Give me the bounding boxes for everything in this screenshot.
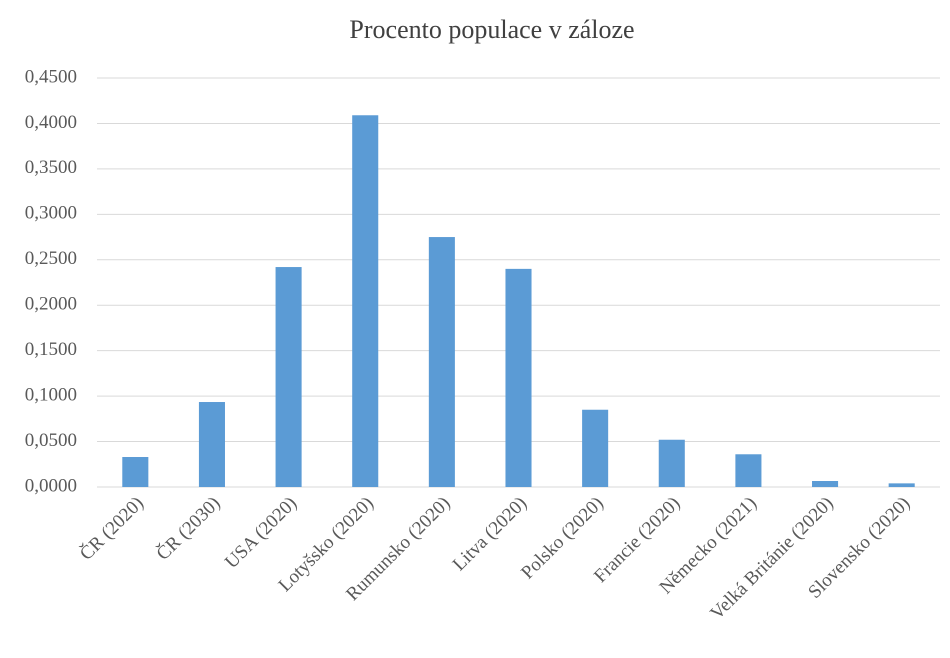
bar — [658, 439, 685, 487]
y-tick-label: 0,4500 — [25, 66, 77, 87]
bar — [352, 115, 379, 488]
y-tick-label: 0,1000 — [25, 384, 77, 405]
bar — [505, 268, 532, 487]
y-tick-label: 0,3500 — [25, 157, 77, 178]
bar — [275, 267, 302, 487]
y-tick-label: 0,4000 — [25, 112, 77, 133]
bar — [122, 457, 149, 487]
bar — [198, 402, 225, 487]
bar — [888, 483, 915, 487]
bar — [735, 454, 762, 487]
y-tick-label: 0,0500 — [25, 430, 77, 451]
y-tick-label: 0,2500 — [25, 248, 77, 269]
bar — [582, 409, 609, 487]
chart-title: Procento populace v záloze — [349, 15, 634, 44]
x-tick-label: USA (2020) — [221, 493, 301, 573]
x-tick-label: ČR (2020) — [75, 492, 148, 565]
y-tick-label: 0,3000 — [25, 203, 77, 224]
x-tick-label: ČR (2030) — [152, 492, 225, 565]
y-tick-label: 0,2000 — [25, 294, 77, 315]
bar — [812, 481, 839, 487]
bar — [428, 237, 455, 487]
x-tick-label: Litva (2020) — [449, 493, 531, 575]
y-tick-label: 0,0000 — [25, 475, 77, 496]
y-tick-label: 0,1500 — [25, 339, 77, 360]
